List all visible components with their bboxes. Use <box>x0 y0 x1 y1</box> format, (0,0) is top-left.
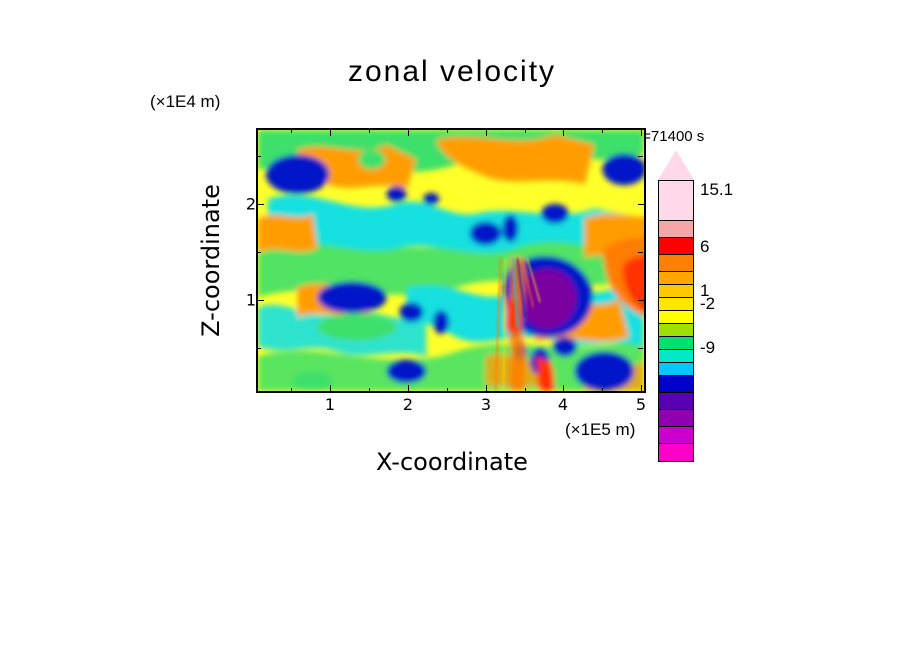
cb-seg-1 <box>659 221 693 238</box>
cb-seg-10 <box>659 350 693 363</box>
cb-seg-13 <box>659 393 693 410</box>
chart-title: zonal velocity <box>0 55 904 89</box>
cb-seg-12 <box>659 376 693 393</box>
y-tick-1: 1 <box>246 291 256 310</box>
cb-seg-15 <box>659 427 693 444</box>
y-tick-2: 2 <box>246 195 256 214</box>
cb-label-neg2: -2 <box>700 294 715 314</box>
cb-seg-6 <box>659 298 693 311</box>
cb-seg-11 <box>659 363 693 376</box>
x-axis-title: X-coordinate <box>0 448 904 476</box>
time-annotation: t=71400 s <box>638 128 704 145</box>
cb-seg-5 <box>659 285 693 298</box>
cb-seg-3 <box>659 255 693 272</box>
contour-plot-area[interactable] <box>256 128 646 393</box>
x-tick-3: 3 <box>481 395 491 414</box>
contour-field-svg <box>258 130 644 391</box>
cb-seg-2 <box>659 238 693 255</box>
x-tick-5: 5 <box>636 395 646 414</box>
cb-seg-8 <box>659 324 693 337</box>
cb-label-neg9: -9 <box>700 338 715 358</box>
colorbar-box <box>658 180 694 462</box>
cb-seg-0 <box>659 181 693 221</box>
cb-seg-9 <box>659 337 693 350</box>
y-axis-title: Z-coordinate <box>197 128 227 393</box>
cb-seg-16 <box>659 444 693 461</box>
x-axis-unit-label: (×1E5 m) <box>565 420 635 440</box>
colorbar-arrow-cap <box>658 150 694 180</box>
cb-seg-4 <box>659 272 693 285</box>
x-tick-4: 4 <box>558 395 568 414</box>
cb-label-6: 6 <box>700 237 709 257</box>
cb-label-top: 15.1 <box>700 180 733 200</box>
cb-seg-14 <box>659 410 693 427</box>
x-tick-2: 2 <box>403 395 413 414</box>
y-axis-tick-labels: 2 1 <box>236 128 256 393</box>
colorbar[interactable] <box>658 150 694 462</box>
x-tick-1: 1 <box>325 395 335 414</box>
y-axis-unit-note: (×1E4 m) <box>150 92 220 112</box>
cb-seg-7 <box>659 311 693 324</box>
